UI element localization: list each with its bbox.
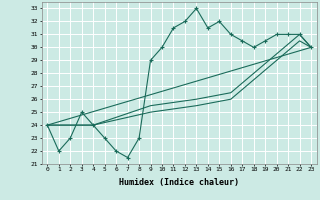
X-axis label: Humidex (Indice chaleur): Humidex (Indice chaleur): [119, 178, 239, 187]
